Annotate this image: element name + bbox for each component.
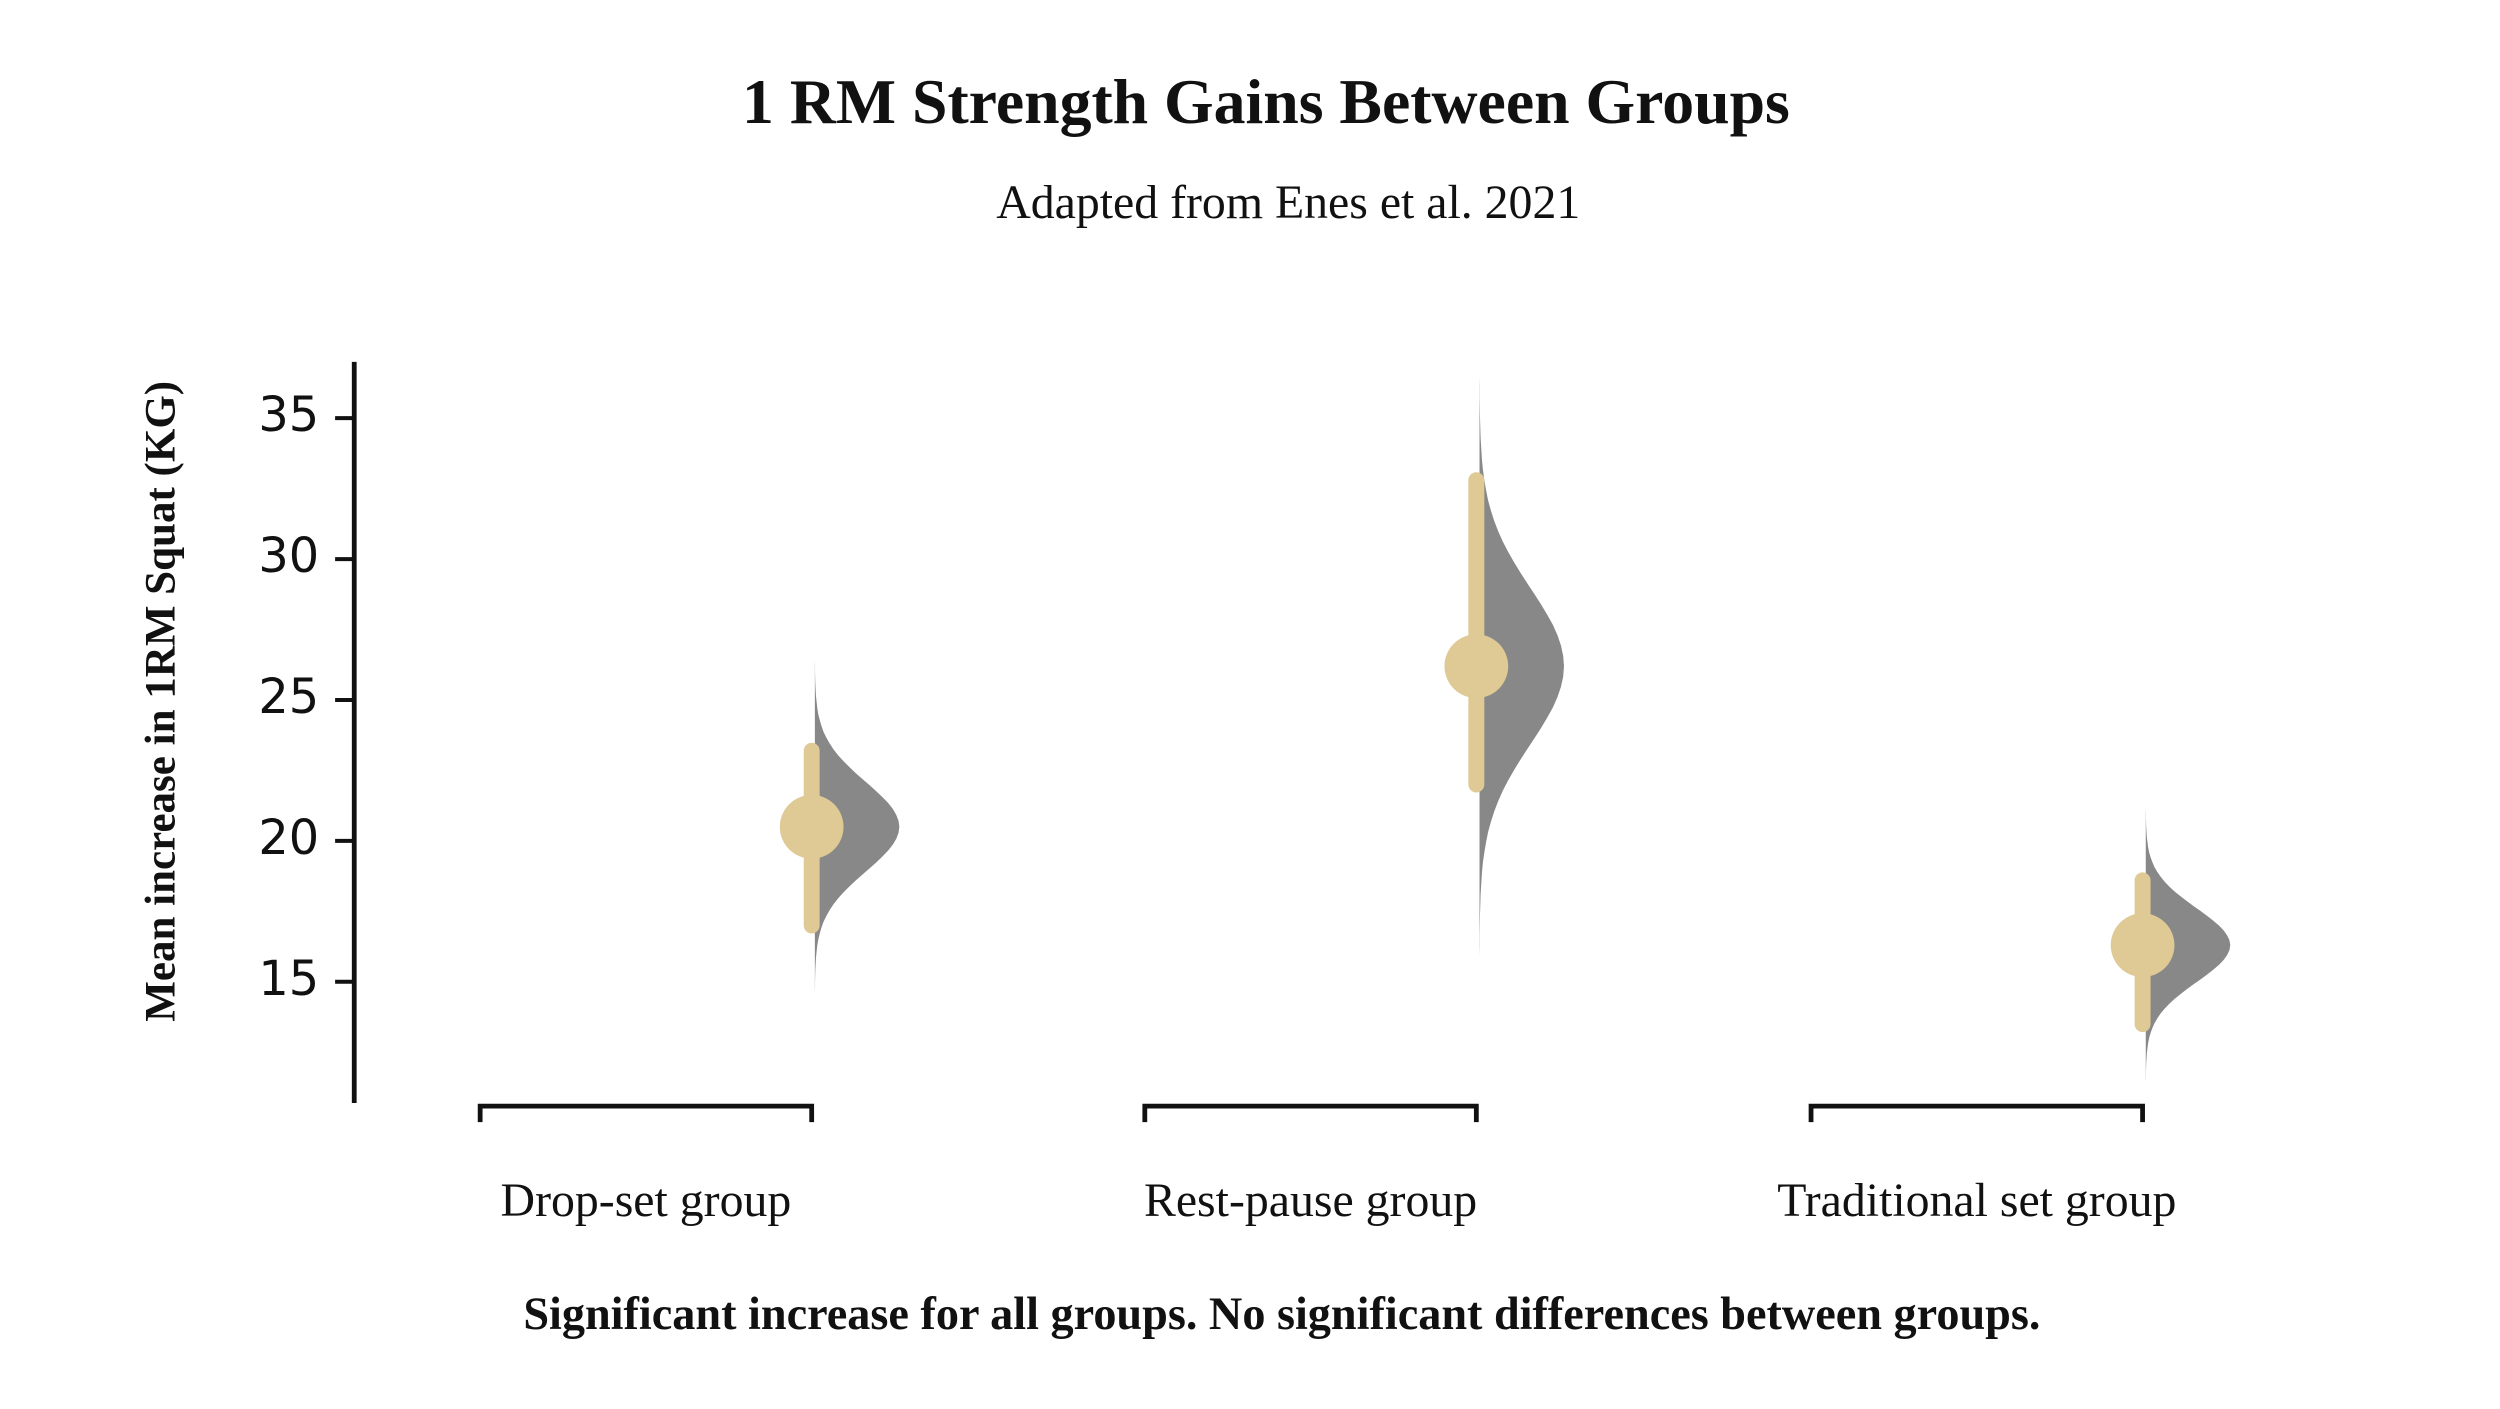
distribution <box>1479 355 1564 977</box>
mean-point <box>2110 913 2175 978</box>
mean-point <box>1444 634 1509 699</box>
chart-title: 1 RM Strength Gains Between Groups <box>742 66 1790 137</box>
x-tick-label: Drop-set group <box>501 1174 792 1227</box>
x-tick-label: Rest-pause group <box>1144 1174 1477 1227</box>
y-tick-label: 30 <box>258 529 319 584</box>
group-bracket <box>1142 1103 1479 1123</box>
y-tick-label: 15 <box>258 952 319 1007</box>
footer-note: Significant increase for all groups. No … <box>523 1288 2040 1339</box>
distribution <box>814 648 900 1006</box>
chart-subtitle: Adapted from Enes et al. 2021 <box>996 176 1580 229</box>
y-tick-label: 35 <box>258 388 319 443</box>
group-bracket <box>477 1103 815 1123</box>
mean-point <box>779 794 844 859</box>
y-tick-label: 25 <box>258 670 319 725</box>
distribution <box>2145 798 2231 1092</box>
y-tick-label: 20 <box>258 811 319 866</box>
y-axis-label: Mean increase in 1RM Squat (KG) <box>137 381 184 1022</box>
x-tick-label: Traditional set group <box>1777 1174 2176 1227</box>
group-bracket <box>1808 1103 2145 1123</box>
